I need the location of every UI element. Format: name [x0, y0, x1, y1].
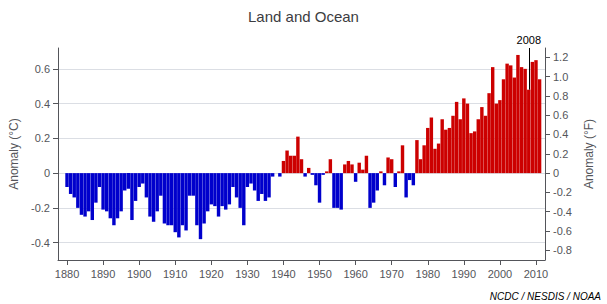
svg-text:0.2: 0.2: [35, 132, 50, 144]
svg-text:1950: 1950: [307, 268, 331, 280]
svg-text:1.2: 1.2: [553, 51, 568, 63]
svg-text:1910: 1910: [163, 268, 187, 280]
svg-text:1890: 1890: [91, 268, 115, 280]
svg-text:Anomaly (°F): Anomaly (°F): [582, 119, 596, 189]
svg-text:1960: 1960: [343, 268, 367, 280]
svg-text:-0.6: -0.6: [553, 225, 572, 237]
svg-text:-0.8: -0.8: [553, 244, 572, 256]
svg-text:0.8: 0.8: [553, 90, 568, 102]
svg-text:1930: 1930: [235, 268, 259, 280]
svg-text:Anomaly (°C): Anomaly (°C): [7, 118, 21, 189]
svg-text:2000: 2000: [488, 268, 512, 280]
svg-text:2008: 2008: [517, 34, 541, 46]
svg-text:1940: 1940: [271, 268, 295, 280]
svg-text:-0.2: -0.2: [31, 202, 50, 214]
svg-text:0.4: 0.4: [35, 98, 50, 110]
svg-text:0: 0: [553, 167, 559, 179]
svg-text:0: 0: [44, 167, 50, 179]
svg-text:1920: 1920: [199, 268, 223, 280]
svg-text:1990: 1990: [452, 268, 476, 280]
svg-text:-0.2: -0.2: [553, 186, 572, 198]
svg-text:1.0: 1.0: [553, 71, 568, 83]
svg-text:0.6: 0.6: [35, 63, 50, 75]
svg-text:0.6: 0.6: [553, 109, 568, 121]
svg-text:2010: 2010: [524, 268, 548, 280]
svg-text:1970: 1970: [379, 268, 403, 280]
svg-text:0.4: 0.4: [553, 128, 568, 140]
svg-text:1900: 1900: [127, 268, 151, 280]
svg-text:-0.4: -0.4: [553, 206, 572, 218]
svg-text:-0.4: -0.4: [31, 237, 50, 249]
svg-text:NCDC / NESDIS / NOAA: NCDC / NESDIS / NOAA: [490, 291, 601, 302]
svg-text:1980: 1980: [416, 268, 440, 280]
svg-text:Land and Ocean: Land and Ocean: [248, 8, 359, 25]
svg-text:0.2: 0.2: [553, 148, 568, 160]
svg-text:1880: 1880: [55, 268, 79, 280]
